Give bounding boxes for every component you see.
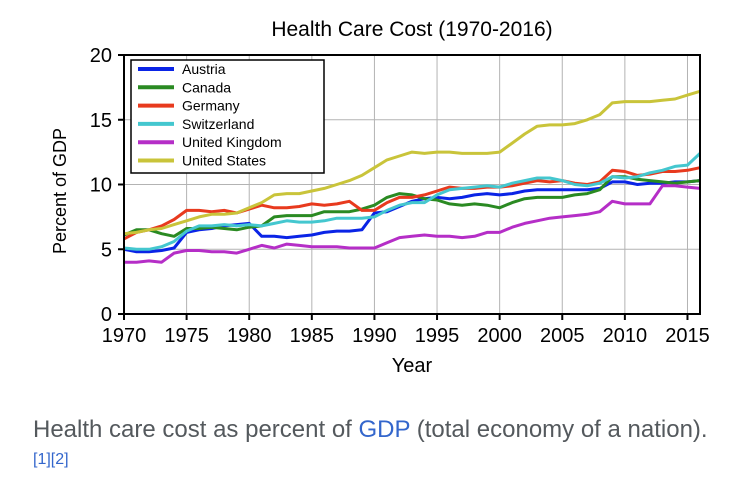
legend-label-united-kingdom: United Kingdom <box>182 134 282 150</box>
x-tick-label: 1990 <box>352 325 397 347</box>
x-tick-label: 2010 <box>603 325 648 347</box>
x-tick-label: 2005 <box>540 325 585 347</box>
legend-box <box>130 59 325 174</box>
y-tick-label: 10 <box>90 175 112 197</box>
reference-link-1[interactable]: [1] <box>33 451 51 468</box>
series-line-united-kingdom <box>124 184 701 264</box>
y-axis-label: Percent of GDP <box>50 128 70 254</box>
caption-text-after: (total economy of a nation). <box>410 416 708 443</box>
legend-label-germany: Germany <box>182 98 240 114</box>
legend-label-switzerland: Switzerland <box>182 116 254 132</box>
x-tick-label: 1985 <box>290 325 335 347</box>
chart-title: Health Care Cost (1970-2016) <box>271 18 552 41</box>
x-tick-label: 1975 <box>164 325 209 347</box>
legend-label-united-states: United States <box>182 153 266 169</box>
series-line-germany <box>123 166 701 241</box>
series-line-austria <box>123 179 701 254</box>
axis-ticks: 0 5 10 15 20 1970 1975 1980 1985 1990 1995 2000 2005… <box>90 45 710 347</box>
reference-link-2[interactable]: [2] <box>50 451 69 468</box>
health-care-cost-chart: 0 5 10 15 20 1970 1975 1980 1985 1990 1995 2000 2005… <box>50 18 710 377</box>
legend-label-canada: Canada <box>182 79 231 95</box>
x-axis-label: Year <box>392 355 433 377</box>
x-tick-label: 2000 <box>477 325 522 347</box>
y-tick-label: 0 <box>101 304 112 326</box>
x-tick-label: 1980 <box>227 325 272 347</box>
x-tick-label: 2015 <box>665 325 710 347</box>
series-line-canada <box>123 175 701 238</box>
series-line-switzerland <box>123 152 702 251</box>
y-tick-label: 5 <box>101 239 112 261</box>
y-tick-label: 20 <box>90 45 112 67</box>
plot-lines <box>123 89 702 264</box>
figure-caption: Health care cost as percent of GDP (tota… <box>33 412 723 484</box>
chart-legend: Austria Canada Germany Switzerland United Ki… <box>130 59 325 174</box>
gdp-link[interactable]: GDP <box>358 416 411 443</box>
x-tick-label: 1995 <box>415 325 460 347</box>
series-line-united-states <box>123 89 701 236</box>
legend-label-austria: Austria <box>182 61 226 77</box>
y-tick-label: 15 <box>90 110 112 132</box>
caption-text: Health care cost as percent of <box>33 416 359 443</box>
x-tick-label: 1970 <box>102 325 147 347</box>
